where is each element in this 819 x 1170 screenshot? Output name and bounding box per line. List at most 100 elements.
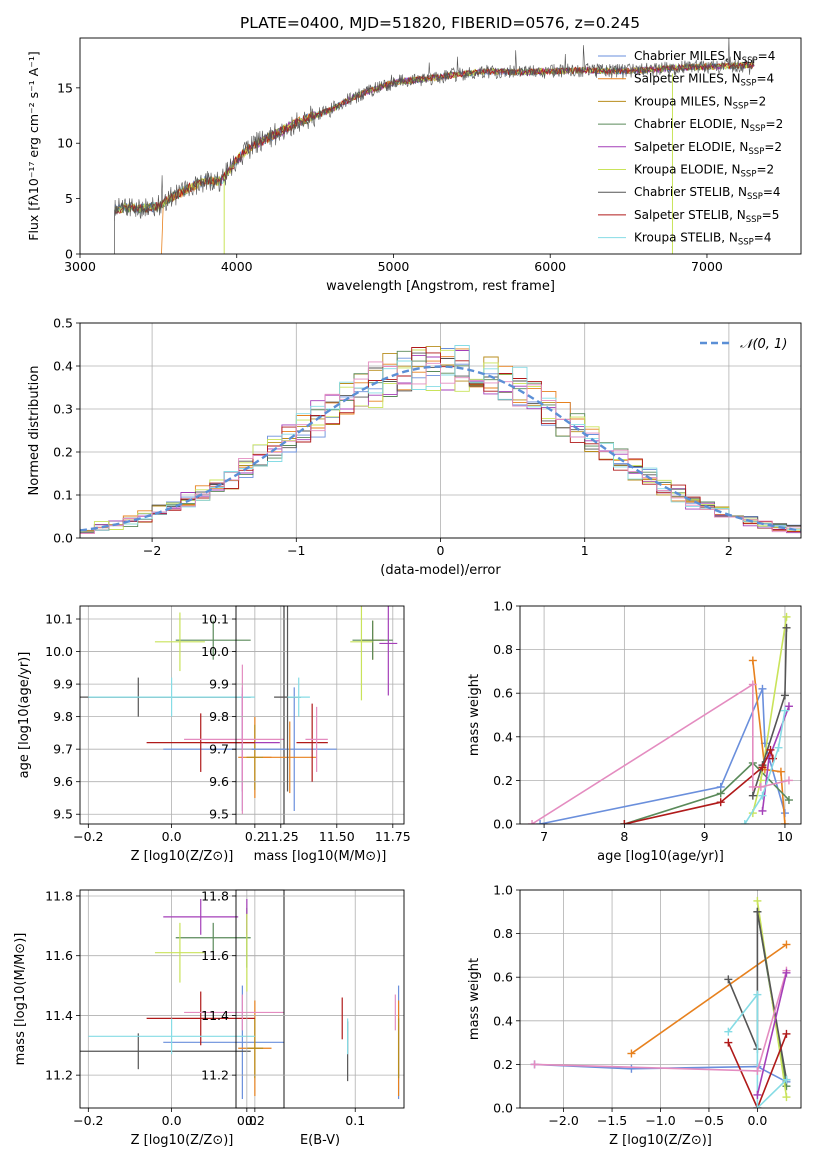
y-tick-label: 9.6 [209, 774, 229, 789]
y-tick-label: 1.0 [493, 883, 513, 898]
x-tick-label: 1 [581, 543, 589, 558]
y-tick-label: 0.0 [493, 1101, 513, 1116]
residuals-panel: −2 −1 0 1 2 0.0 0.1 0.2 0.3 0.4 0.5 (data-model)/er… [27, 316, 802, 578]
y-axis-label: mass weight [467, 674, 482, 756]
x-tick-label: 10 [777, 829, 793, 844]
errorbar-group [80, 612, 284, 815]
y-tick-label: 0.8 [493, 642, 513, 657]
y-axis-label: age [log10(age/yr)] [17, 652, 32, 779]
y-tick-label: 11.4 [45, 1008, 73, 1023]
y-axis-label: mass [log10(M/M⊙)] [13, 933, 28, 1066]
x-axis-label: E(B-V) [300, 1133, 340, 1148]
mass-vs-ebv-panel: 0.0 0.1 11.2 11.4 11.6 11.8 E(B-V) [201, 888, 405, 1148]
x-axis-label: Z [log10(Z/Z⊙)] [609, 1133, 712, 1148]
x-tick-label: −1 [287, 543, 305, 558]
weight-series-line [752, 660, 786, 824]
x-tick-label: 11.50 [319, 829, 355, 844]
errorbar-group [251, 606, 398, 811]
y-tick-label: 0.2 [493, 773, 513, 788]
y-tick-label: 0.1 [53, 488, 73, 503]
weight-series-group [530, 896, 791, 1108]
x-tick-label: 0.0 [162, 1113, 182, 1128]
y-tick-label: 9.5 [53, 807, 73, 822]
y-tick-label: 11.8 [45, 888, 73, 903]
y-tick-label: 9.7 [209, 742, 229, 757]
y-tick-label: 10.1 [45, 612, 73, 627]
legend-subscript: SSP [750, 124, 766, 134]
y-tick-label: 0.6 [493, 970, 513, 985]
legend-label: Salpeter ELODIE, NSSP=2 [634, 140, 782, 157]
y-tick-label: 11.8 [201, 888, 229, 903]
y-tick-label: 0.5 [53, 316, 73, 331]
errorbar-group [80, 898, 284, 1100]
y-tick-label: 9.8 [53, 709, 73, 724]
y-tick-label: 11.6 [45, 948, 73, 963]
legend-count: =2 [764, 140, 782, 154]
y-tick-label: 0.4 [493, 729, 513, 744]
x-axis-label: age [log10(age/yr)] [597, 849, 724, 864]
y-tick-label: 10.1 [201, 612, 229, 627]
legend-count: =4 [754, 231, 772, 245]
x-tick-label: 0 [437, 543, 445, 558]
y-tick-label: 0 [65, 247, 73, 262]
y-tick-label: 5 [65, 191, 73, 206]
x-tick-label: 11.75 [375, 829, 411, 844]
legend-count: =2 [749, 94, 767, 108]
legend-subscript: SSP [738, 238, 754, 248]
spectrum-lines [114, 38, 755, 254]
y-tick-label: 0.6 [493, 686, 513, 701]
weight-series-line [752, 627, 788, 796]
y-tick-label: 9.9 [53, 677, 73, 692]
legend-count: =4 [758, 49, 776, 63]
weight-vs-age-panel: 7 8 9 10 0.0 0.2 0.4 0.6 0.8 1.0 age [log10(age/yr… [467, 599, 802, 864]
legend: Chabrier MILES, NSSP=4 Salpeter MILES, NS… [598, 49, 783, 248]
y-tick-label: 1.0 [493, 599, 513, 614]
legend-subscript: SSP [741, 79, 757, 89]
x-tick-label: 0.2 [245, 829, 265, 844]
y-tick-label: 11.2 [201, 1068, 229, 1083]
legend-label: Kroupa STELIB, NSSP=4 [634, 231, 772, 248]
legend-count: =4 [763, 185, 781, 199]
legend-label: Kroupa ELODIE, NSSP=2 [634, 163, 774, 180]
x-tick-label: 5000 [378, 259, 410, 274]
spectrum-series-line [114, 38, 755, 221]
x-tick-label: 0.0 [747, 1113, 767, 1128]
x-tick-label: −0.2 [73, 1113, 103, 1128]
weight-series-line [531, 683, 790, 824]
y-tick-label: 0.2 [53, 445, 73, 460]
x-tick-label: 6000 [534, 259, 566, 274]
y-tick-label: 9.7 [53, 742, 73, 757]
axes-frame [235, 605, 405, 825]
weight-series-line [624, 761, 790, 824]
legend-count: =5 [762, 208, 780, 222]
y-axis-label: Normed distribution [27, 366, 42, 496]
y-tick-label: 0.2 [493, 1057, 513, 1072]
y-tick-label: 9.9 [209, 677, 229, 692]
y-tick-label: 11.6 [201, 948, 229, 963]
y-tick-label: 9.6 [53, 774, 73, 789]
y-tick-label: 10 [57, 136, 73, 151]
x-axis-label: mass [log10(M/M⊙)] [254, 849, 387, 864]
legend-label: 𝒩(0, 1) [740, 337, 787, 352]
x-axis-label: Z [log10(Z/Z⊙)] [131, 849, 234, 864]
x-tick-label: −0.2 [73, 829, 103, 844]
axes-frame [235, 889, 405, 1109]
legend-label: Salpeter MILES, NSSP=4 [634, 72, 774, 89]
y-tick-label: 10.0 [45, 644, 73, 659]
x-tick-label: 0.2 [245, 1113, 265, 1128]
histogram-group [80, 345, 801, 537]
weight-series-line [756, 972, 788, 1096]
axes-frame [79, 322, 802, 539]
x-axis-label: wavelength [Angstrom, rest frame] [326, 279, 555, 294]
weight-series-line [539, 688, 786, 824]
x-tick-label: −0.5 [694, 1113, 724, 1128]
x-tick-label: 8 [620, 829, 628, 844]
legend-count: =4 [756, 72, 774, 86]
y-tick-label: 11.2 [45, 1068, 73, 1083]
weight-series-line [727, 992, 788, 1108]
weight-vs-metallicity-panel: −2.0 −1.5 −1.0 −0.5 0.0 0.0 0.2 0.4 0.6 0.8 1.0 Z [… [467, 883, 802, 1148]
y-tick-label: 0.8 [493, 926, 513, 941]
x-axis-label: (data-model)/error [380, 563, 501, 578]
x-tick-label: 7000 [691, 259, 723, 274]
y-tick-label: 0.0 [53, 531, 73, 546]
